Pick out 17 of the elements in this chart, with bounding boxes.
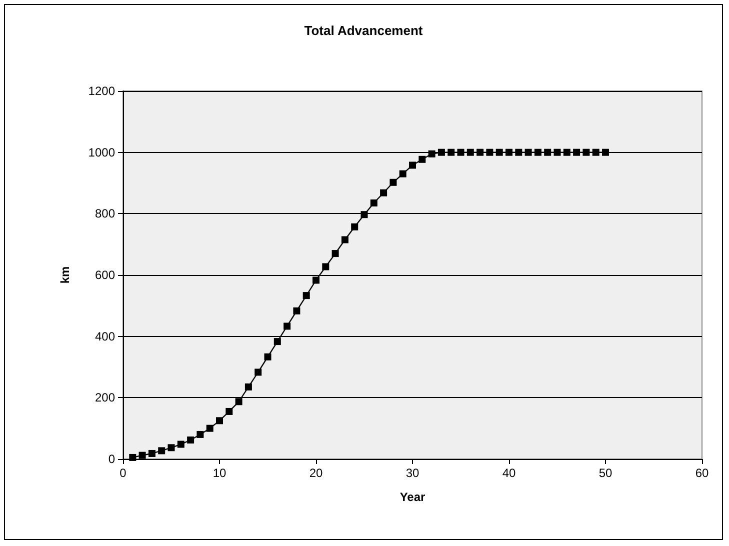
y-tick-label: 400 bbox=[94, 329, 116, 344]
y-tick-label: 800 bbox=[94, 206, 116, 221]
y-tick-label: 1000 bbox=[88, 145, 116, 160]
x-tick-label: 10 bbox=[212, 466, 226, 480]
y-axis-title: km bbox=[58, 266, 72, 284]
y-tick-label: 200 bbox=[94, 390, 116, 405]
y-tick-label: 600 bbox=[94, 268, 116, 282]
x-tick-label: 60 bbox=[695, 466, 709, 480]
x-tick-label: 50 bbox=[598, 466, 612, 480]
y-tick-label: 1200 bbox=[88, 84, 116, 98]
x-tick-label: 20 bbox=[309, 466, 323, 480]
x-axis-title: Year bbox=[400, 490, 426, 504]
y-tick-label: 0 bbox=[108, 452, 116, 466]
x-tick-label: 40 bbox=[502, 466, 516, 480]
chart-title: Total Advancement bbox=[304, 23, 424, 38]
x-tick-label: 30 bbox=[406, 466, 420, 480]
x-tick-label: 0 bbox=[120, 466, 127, 480]
